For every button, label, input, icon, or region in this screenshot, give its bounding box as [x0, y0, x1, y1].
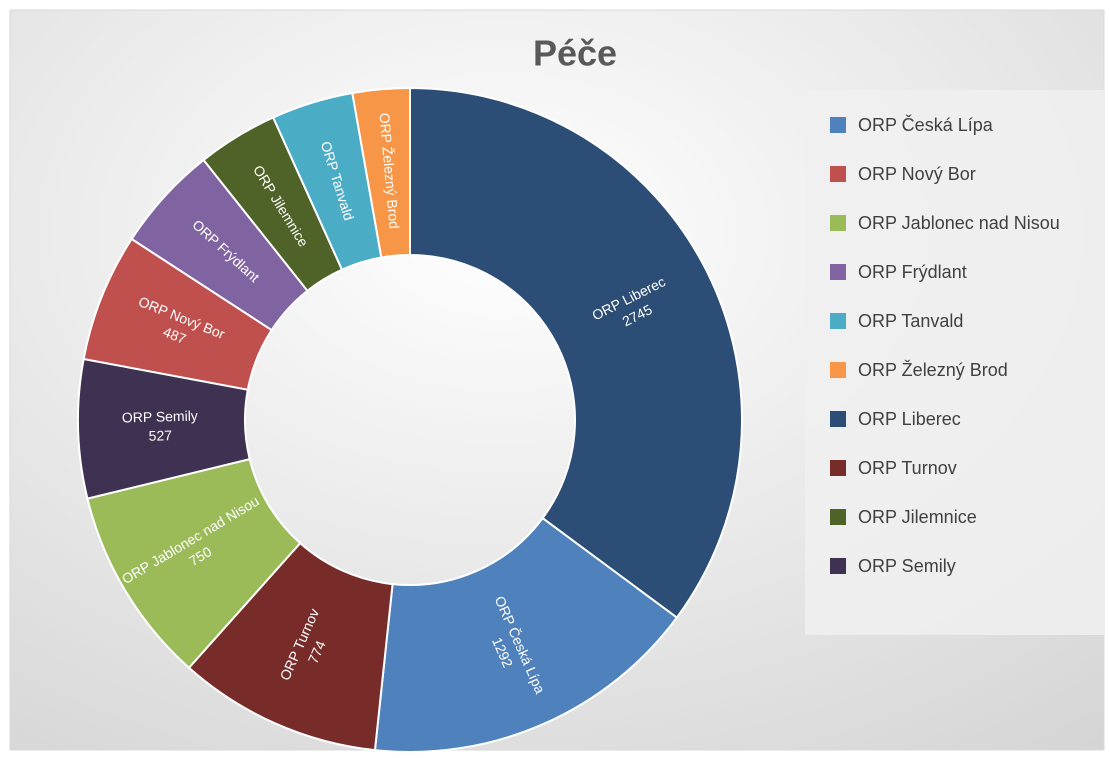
legend-label: ORP Česká Lípa	[858, 114, 994, 135]
segment-category-label: ORP Semily	[122, 407, 198, 425]
legend-swatch	[830, 509, 846, 525]
legend-label: ORP Železný Brod	[858, 360, 1008, 380]
chart-title: Péče	[533, 33, 617, 74]
legend-label: ORP Frýdlant	[858, 262, 967, 282]
legend-swatch	[830, 117, 846, 133]
donut-segment	[373, 516, 679, 753]
legend-swatch	[830, 313, 846, 329]
segment-label: ORP Semily 527	[122, 407, 198, 444]
legend-label: ORP Semily	[858, 556, 956, 576]
legend-label: ORP Jablonec nad Nisou	[858, 213, 1060, 233]
legend-label: ORP Liberec	[858, 409, 961, 429]
legend-swatch	[830, 215, 846, 231]
donut-segment	[409, 86, 743, 619]
legend-label: ORP Jilemnice	[858, 507, 977, 527]
legend-label: ORP Nový Bor	[858, 164, 976, 184]
legend-panel	[805, 90, 1104, 635]
legend-label: ORP Tanvald	[858, 311, 963, 331]
legend-swatch	[830, 558, 846, 574]
legend-swatch	[830, 460, 846, 476]
legend-swatch	[830, 362, 846, 378]
legend-label: ORP Turnov	[858, 458, 957, 478]
segment-value-label: 527	[148, 427, 172, 444]
donut-segment	[351, 86, 411, 259]
legend-swatch	[830, 411, 846, 427]
legend-swatch	[830, 166, 846, 182]
legend-swatch	[830, 264, 846, 280]
